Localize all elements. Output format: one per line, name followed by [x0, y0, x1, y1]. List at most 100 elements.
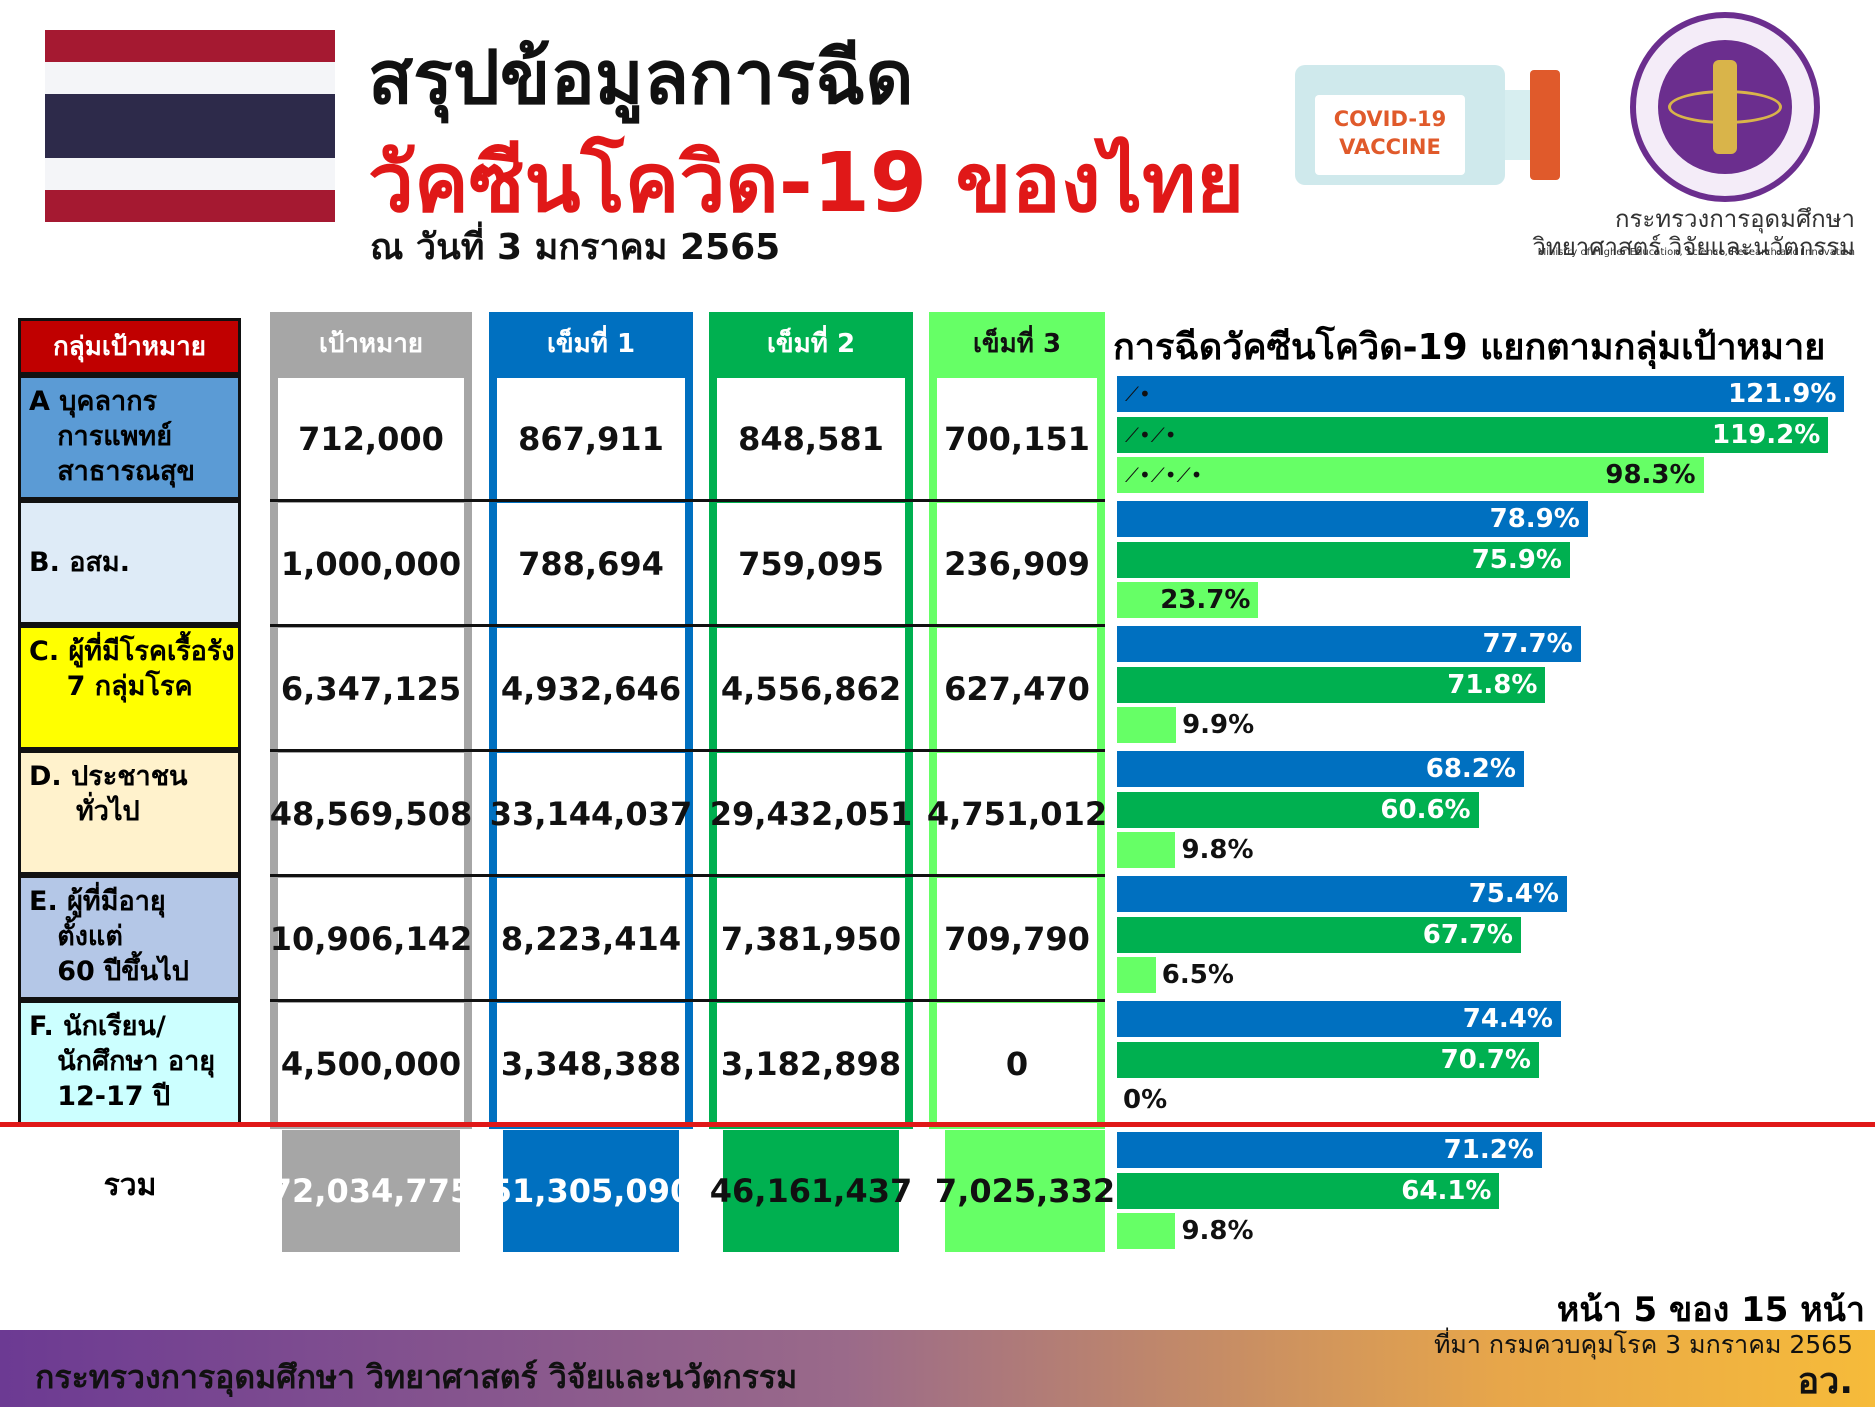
table-cell-target: 10,906,142	[270, 878, 472, 1000]
table-cell-dose2: 7,381,950	[717, 878, 905, 1000]
thai-flag	[45, 30, 335, 222]
chart-data-label: 70.7%	[1440, 1045, 1531, 1075]
row-divider	[270, 999, 1105, 1002]
page-subtitle: วัคซีนโควิด-19 ของไทย	[368, 136, 1245, 231]
report-date: ณ วันที่ 3 มกราคม 2565	[370, 227, 781, 268]
chart-bar	[1117, 376, 1845, 412]
total-label: รวม	[103, 1167, 157, 1203]
row-divider	[270, 624, 1105, 627]
chart-bar	[1117, 832, 1176, 868]
vaccine-bottle-cap	[1530, 70, 1560, 180]
chart-data-label: 75.9%	[1471, 545, 1562, 575]
chart-data-label: 121.9%	[1728, 379, 1837, 409]
chart-bar	[1117, 957, 1156, 993]
chart-data-label: 119.2%	[1711, 420, 1821, 450]
chart-bar	[1117, 1001, 1561, 1037]
total-target: 72,034,775	[270, 1130, 472, 1252]
chart-data-label: 75.4%	[1468, 879, 1559, 909]
syringe-icon: ⟋•⟋•	[1125, 423, 1177, 447]
vaccine-label: COVID-19 VACCINE	[1315, 95, 1465, 175]
syringe-icon: ⟋•⟋•⟋•	[1125, 463, 1203, 487]
table-cell-dose3: 627,470	[937, 628, 1097, 750]
group-label: B. อสม.	[18, 500, 241, 625]
footer-bar	[0, 1330, 1875, 1407]
seal-inner	[1658, 40, 1792, 174]
table-cell-dose1: 3,348,388	[497, 1003, 685, 1125]
row-divider	[270, 749, 1105, 752]
chart-data-label: 71.8%	[1447, 670, 1538, 700]
table-cell-dose3: 709,790	[937, 878, 1097, 1000]
table-cell-dose2: 848,581	[717, 378, 905, 500]
chart-title: การฉีดวัคซีนโควิด-19 แยกตามกลุ่มเป้าหมาย	[1113, 327, 1826, 368]
header-group: กลุ่มเป้าหมาย	[18, 318, 241, 375]
chart-data-label: 23.7%	[1160, 585, 1251, 615]
chart-bar	[1117, 667, 1546, 703]
chart-bar	[1117, 1132, 1542, 1168]
header-dose1: เข็มที่ 1	[489, 312, 693, 375]
page-title: สรุปข้อมูลการฉีด	[368, 35, 914, 121]
chart-data-label: 68.2%	[1425, 754, 1516, 784]
group-label: E. ผู้ที่มีอายุ ตั้งแต่ 60 ปีขึ้นไป	[18, 875, 241, 1000]
table-cell-dose1: 8,223,414	[497, 878, 685, 1000]
group-label: A บุคลากร การแพทย์ สาธารณสุข	[18, 375, 241, 500]
chart-data-label: 9.8%	[1181, 835, 1254, 865]
chart-data-label: 6.5%	[1161, 960, 1234, 990]
row-divider	[270, 499, 1105, 502]
data-source: ที่มา กรมควบคุมโรค 3 มกราคม 2565	[1433, 1330, 1853, 1359]
chart-bar	[1117, 626, 1581, 662]
table-cell-dose2: 29,432,051	[710, 753, 912, 875]
flag-stripe-red	[45, 30, 335, 62]
table-cell-dose1: 867,911	[497, 378, 685, 500]
chart-bar	[1117, 501, 1588, 537]
flag-stripe-white	[45, 158, 335, 190]
table-cell-dose1: 788,694	[497, 503, 685, 625]
chart-data-label: 71.2%	[1443, 1135, 1534, 1165]
table-cell-dose3: 700,151	[937, 378, 1097, 500]
table-cell-target: 4,500,000	[278, 1003, 464, 1125]
chart-bar	[1117, 1173, 1500, 1209]
chart-bar	[1117, 876, 1567, 912]
chart-bar	[1117, 707, 1177, 743]
group-label: F. นักเรียน/ นักศึกษา อายุ 12-17 ปี	[18, 1000, 241, 1125]
vaccine-label-line1: COVID-19	[1333, 107, 1447, 131]
chart-bar	[1117, 792, 1479, 828]
total-dose3: 7,025,332	[935, 1130, 1115, 1252]
chart-data-label: 98.3%	[1605, 460, 1696, 490]
chart-data-label: 74.4%	[1462, 1004, 1553, 1034]
chart-bar	[1117, 417, 1829, 453]
chart-data-label: 0%	[1123, 1085, 1168, 1115]
ministry-seal-icon	[1630, 12, 1820, 202]
ministry-name-line2: วิทยาศาสตร์ วิจัยและนวัตกรรม	[1532, 233, 1855, 261]
table-cell-target: 1,000,000	[278, 503, 464, 625]
ministry-name-line1: กระทรวงการอุดมศึกษา	[1615, 205, 1855, 233]
table-cell-dose2: 759,095	[717, 503, 905, 625]
chart-bar	[1117, 582, 1259, 618]
table-cell-dose3: 4,751,012	[927, 753, 1107, 875]
chart-data-label: 64.1%	[1401, 1176, 1492, 1206]
total-divider	[0, 1122, 1875, 1127]
seal-emblem	[1713, 60, 1737, 154]
total-dose1: 51,305,090	[490, 1130, 692, 1252]
chart-data-label: 78.9%	[1489, 504, 1580, 534]
row-divider	[270, 874, 1105, 877]
table-cell-target: 48,569,508	[270, 753, 472, 875]
page-number: หน้า 5 ของ 15 หน้า	[1556, 1290, 1865, 1330]
chart-bar	[1117, 751, 1524, 787]
flag-stripe-white	[45, 62, 335, 94]
header-dose2: เข็มที่ 2	[709, 312, 913, 375]
ministry-name-th: กระทรวงการอุดมศึกษา วิทยาศาสตร์ วิจัยและ…	[1532, 205, 1855, 261]
chart-bar	[1117, 917, 1521, 953]
footer-ministry: กระทรวงการอุดมศึกษา วิทยาศาสตร์ วิจัยและ…	[35, 1358, 798, 1396]
chart-data-label: 9.9%	[1182, 710, 1255, 740]
chart-bar	[1117, 1042, 1539, 1078]
table-cell-dose2: 3,182,898	[717, 1003, 905, 1125]
chart-bar	[1117, 457, 1704, 493]
table-cell-dose1: 33,144,037	[490, 753, 692, 875]
table-cell-dose3: 236,909	[937, 503, 1097, 625]
chart-data-label: 67.7%	[1422, 920, 1513, 950]
chart-bar	[1117, 542, 1570, 578]
chart-data-label: 77.7%	[1482, 629, 1573, 659]
chart-data-label: 9.8%	[1181, 1216, 1254, 1246]
chart-data-label: 60.6%	[1380, 795, 1471, 825]
ministry-name-en: Ministry of Higher Education, Science, R…	[1537, 247, 1855, 258]
